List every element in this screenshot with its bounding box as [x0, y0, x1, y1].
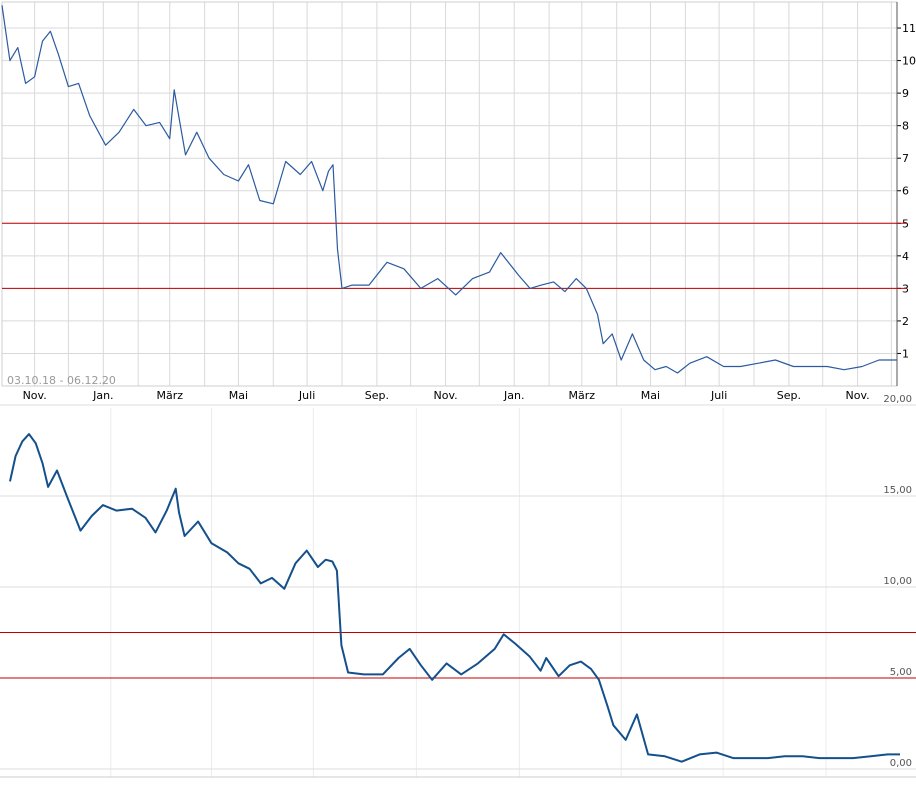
top-ytick-label: 6: [902, 185, 909, 198]
bottom-ytick-label: 5,00: [890, 667, 912, 678]
top-series-line: [1, 5, 897, 374]
top-xtick-label: Sep.: [777, 389, 801, 402]
top-xtick-label: Mai: [641, 389, 660, 402]
top-xtick-label: März: [569, 389, 596, 402]
top-xtick-label: März: [156, 389, 183, 402]
top-xtick-label: Jan.: [503, 389, 524, 402]
bottom-ytick-label: 0,00: [890, 758, 912, 769]
top-ytick-label: 1: [902, 347, 909, 360]
top-ytick-label: 8: [902, 120, 909, 133]
top-ytick-label: 9: [902, 87, 909, 100]
bottom-ytick-label: 20,00: [883, 394, 912, 405]
top-ytick-label: 11: [902, 22, 916, 35]
top-xtick-label: Juli: [298, 389, 315, 402]
top-xtick-label: Sep.: [365, 389, 389, 402]
top-ytick-label: 2: [902, 315, 909, 328]
top-xtick-label: Nov.: [23, 389, 47, 402]
bottom-ytick-label: 10,00: [883, 576, 912, 587]
price-chart-bottom: 0,00 5,00 10,00 15,00 20,00: [0, 394, 916, 778]
top-ytick-label: 4: [902, 250, 909, 263]
bottom-series-line: [9, 433, 900, 763]
bottom-ytick-label: 15,00: [883, 485, 912, 496]
top-ytick-label: 10: [902, 55, 916, 68]
top-ytick-label: 7: [902, 152, 909, 165]
top-xtick-label: Nov.: [433, 389, 457, 402]
price-chart-top: 1234567891011Nov.Jan.MärzMaiJuliSep.Nov.…: [1, 1, 916, 402]
top-xtick-label: Jan.: [92, 389, 113, 402]
top-xtick-label: Mai: [229, 389, 248, 402]
period-label: 03.10.18 - 06.12.20: [7, 374, 116, 387]
top-xtick-label: Juli: [710, 389, 727, 402]
top-xtick-label: Nov.: [846, 389, 870, 402]
